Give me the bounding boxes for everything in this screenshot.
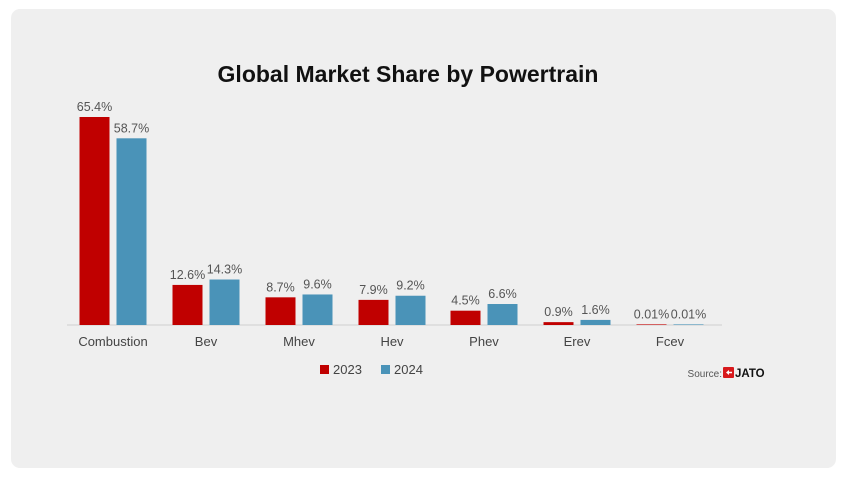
bar-mhev-2024 <box>302 294 333 325</box>
value-label-hev-2023: 7.9% <box>359 283 388 297</box>
category-label-fcev: Fcev <box>656 334 685 349</box>
value-label-phev-2023: 4.5% <box>451 294 480 308</box>
value-labels-group: 65.4%58.7% 12.6% 14.3% 8.7% 9.6% 7.9% 9.2% 4.5%… <box>77 100 706 321</box>
value-label-combustion-2023: 65.4% <box>77 100 112 114</box>
value-label-erev-2023: 0.9% <box>544 305 573 319</box>
chart-title: Global Market Share by Powertrain <box>218 61 599 87</box>
value-label-phev-2024: 6.6% <box>488 287 517 301</box>
category-label-combustion: Combustion <box>78 334 147 349</box>
bar-bev-2024 <box>209 279 240 325</box>
bar-erev-2024 <box>580 319 611 325</box>
bar-phev-2023 <box>450 310 481 325</box>
chart-card <box>11 9 836 468</box>
jato-logo-icon <box>723 367 734 378</box>
value-label-fcev-2023: 0.01% <box>634 307 669 321</box>
legend-label-2024: 2024 <box>394 362 423 377</box>
value-label-fcev-2024: 0.01% <box>671 307 706 321</box>
value-label-hev-2024: 9.2% <box>396 279 425 293</box>
value-label-bev-2024: 14.3% <box>207 263 242 277</box>
category-labels-group: Combustion Bev Mhev Hev Phev Erev Fcev <box>78 334 684 349</box>
category-label-phev: Phev <box>469 334 499 349</box>
bar-erev-2023 <box>543 322 574 325</box>
bar-hev-2024 <box>395 295 426 325</box>
value-label-mhev-2023: 8.7% <box>266 280 295 294</box>
bar-hev-2023 <box>358 299 389 325</box>
value-label-combustion-2024: 58.7% <box>114 121 149 135</box>
legend: 2023 2024 <box>320 362 423 377</box>
bar-fcev-2024 <box>673 324 704 325</box>
legend-label-2023: 2023 <box>333 362 362 377</box>
category-label-mhev: Mhev <box>283 334 315 349</box>
source-brand: JATO <box>735 368 765 380</box>
legend-swatch-2024 <box>381 365 390 374</box>
bars-group <box>79 117 704 325</box>
source-label: Source: <box>688 369 722 380</box>
source-attribution: Source: JATO <box>688 367 765 380</box>
value-label-erev-2024: 1.6% <box>581 303 610 317</box>
bar-combustion-2024 <box>116 138 147 325</box>
bar-phev-2024 <box>487 304 518 325</box>
bar-mhev-2023 <box>265 297 296 325</box>
bar-combustion-2023 <box>79 117 110 325</box>
category-label-erev: Erev <box>564 334 591 349</box>
category-label-hev: Hev <box>380 334 404 349</box>
bar-bev-2023 <box>172 284 203 325</box>
legend-swatch-2023 <box>320 365 329 374</box>
value-label-mhev-2024: 9.6% <box>303 277 332 291</box>
category-label-bev: Bev <box>195 334 218 349</box>
value-label-bev-2023: 12.6% <box>170 268 205 282</box>
bar-fcev-2023 <box>636 324 667 325</box>
